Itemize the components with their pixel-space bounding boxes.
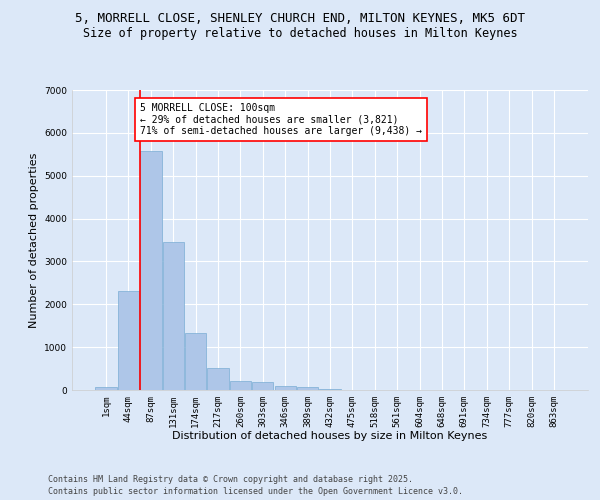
Bar [208,368,229,390]
Text: Contains HM Land Registry data © Crown copyright and database right 2025.: Contains HM Land Registry data © Crown c… [48,475,413,484]
Text: 5 MORRELL CLOSE: 100sqm
← 29% of detached houses are smaller (3,821)
71% of semi: 5 MORRELL CLOSE: 100sqm ← 29% of detache… [140,103,422,136]
Bar [230,381,251,390]
Y-axis label: Number of detached properties: Number of detached properties [29,152,38,328]
Text: Size of property relative to detached houses in Milton Keynes: Size of property relative to detached ho… [83,28,517,40]
Bar [319,388,341,390]
Text: 5, MORRELL CLOSE, SHENLEY CHURCH END, MILTON KEYNES, MK5 6DT: 5, MORRELL CLOSE, SHENLEY CHURCH END, MI… [75,12,525,26]
Bar [185,334,206,390]
Bar [140,151,161,390]
X-axis label: Distribution of detached houses by size in Milton Keynes: Distribution of detached houses by size … [172,432,488,442]
Bar [118,292,139,390]
Bar [297,388,318,390]
Bar [275,386,296,390]
Bar [163,242,184,390]
Bar [95,387,117,390]
Bar [252,382,274,390]
Text: Contains public sector information licensed under the Open Government Licence v3: Contains public sector information licen… [48,487,463,496]
